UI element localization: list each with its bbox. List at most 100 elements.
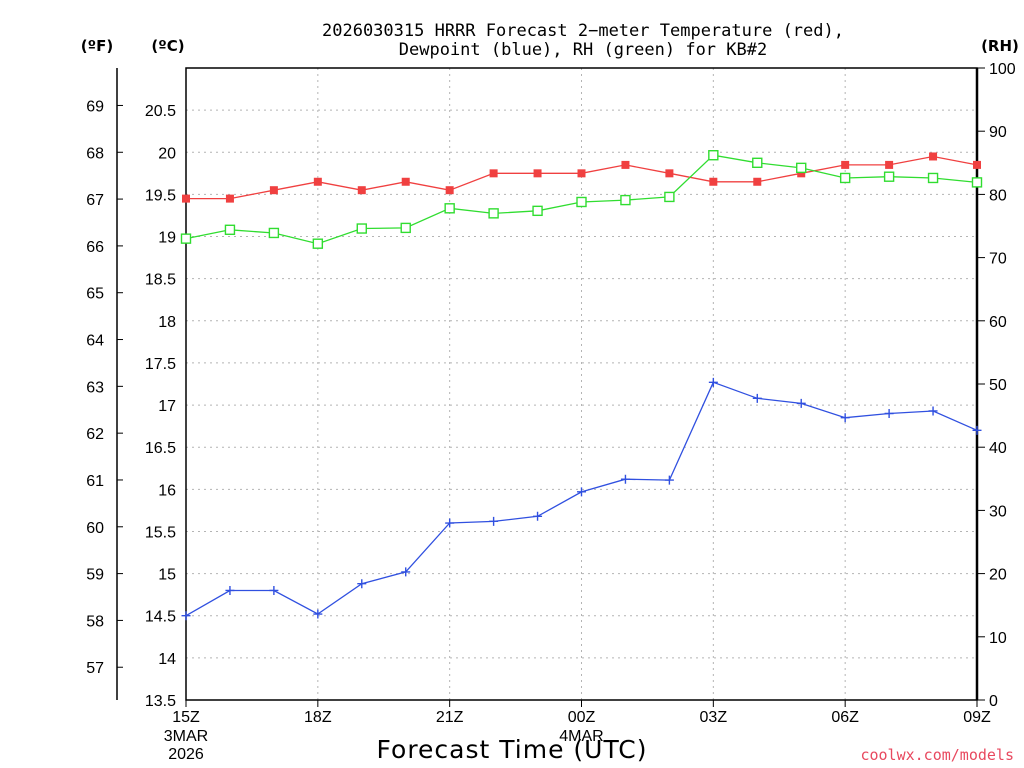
celsius-tick-label: 19	[158, 230, 176, 247]
temperature-point	[269, 186, 278, 195]
temperature-point	[225, 194, 234, 203]
fahrenheit-tick-label: 60	[86, 520, 104, 537]
dewpoint-point	[708, 377, 718, 387]
rh-point	[927, 172, 939, 184]
temperature-point	[313, 177, 322, 186]
fahrenheit-tick-label: 58	[86, 613, 104, 630]
rh-point	[532, 205, 543, 217]
rh-tick-label: 50	[989, 377, 1007, 394]
celsius-tick-label: 20	[158, 145, 176, 162]
celsius-tick-label: 16	[158, 482, 176, 499]
dewpoint-point	[313, 609, 323, 619]
plot-frame	[185, 67, 978, 701]
rh-tick-label: 30	[989, 503, 1007, 520]
celsius-axis: 13.5 14 14.5 15 15.5 16 16.5 17 17.5 18 18.5 19 19.5…	[145, 103, 176, 710]
rh-tick-label: 10	[989, 630, 1007, 647]
rh-point	[664, 191, 675, 203]
celsius-tick-label: 14	[158, 651, 176, 668]
fahrenheit-unit-label: (ºF)	[81, 37, 113, 55]
celsius-tick-label: 19.5	[145, 187, 176, 204]
rh-point	[356, 223, 367, 234]
celsius-tick-label: 15.5	[145, 524, 176, 541]
x-tick-label: 21Z	[436, 709, 464, 726]
fahrenheit-tick-label: 68	[86, 145, 104, 162]
rh-point	[268, 227, 280, 239]
temperature-point	[797, 169, 806, 178]
fahrenheit-tick-label: 66	[86, 239, 104, 256]
x-tick-label: 00Z	[568, 709, 596, 726]
dewpoint-point	[269, 585, 279, 595]
rh-tick-label: 40	[989, 440, 1007, 457]
x-tick-label: 03Z	[700, 709, 728, 726]
rh-tick-label: 60	[989, 314, 1007, 331]
celsius-tick-label: 18	[158, 314, 176, 331]
temperature-point	[489, 169, 498, 178]
fahrenheit-tick-label: 62	[86, 426, 104, 443]
rh-point	[312, 238, 324, 249]
temperature-point	[709, 177, 718, 186]
dewpoint-point	[928, 406, 938, 416]
x-tick-label: 09Z	[963, 709, 991, 726]
celsius-tick-label: 15	[158, 567, 176, 584]
temperature-point	[973, 160, 981, 169]
rh-tick-label: 90	[989, 124, 1007, 141]
rh-point	[488, 208, 499, 219]
rh-point	[752, 157, 763, 169]
fahrenheit-tick-label: 67	[86, 192, 104, 209]
dewpoint-point	[225, 585, 235, 595]
rh-point	[224, 224, 236, 235]
fahrenheit-tick-label: 65	[86, 286, 104, 303]
x-axis-label: Forecast Time (UTC)	[377, 735, 648, 764]
x-tick-year: 2026	[168, 746, 204, 763]
fahrenheit-tick-label: 69	[86, 98, 104, 115]
x-tick-label: 18Z	[304, 709, 332, 726]
celsius-tick-label: 18.5	[145, 272, 176, 289]
dewpoint-point	[577, 487, 586, 497]
celsius-unit-label: (ºC)	[151, 37, 184, 55]
temperature-point	[357, 186, 366, 195]
dewpoint-point	[401, 567, 411, 577]
x-tick-label: 15Z	[172, 709, 200, 726]
celsius-tick-label: 14.5	[145, 609, 176, 626]
temperature-point	[182, 194, 190, 203]
dewpoint-point	[489, 516, 499, 526]
rh-tick-label: 80	[989, 187, 1007, 204]
rh-point	[839, 172, 851, 184]
fahrenheit-tick-label: 59	[86, 567, 104, 584]
rh-axis: 0 10 20 30 40 50 60 70 80 90 100	[977, 61, 1016, 710]
x-tick-date: 3MAR	[164, 728, 208, 745]
dewpoint-point	[664, 475, 674, 485]
rh-point	[620, 194, 631, 206]
credit-text: coolwx.com/models	[860, 746, 1014, 764]
dewpoint-point	[884, 408, 894, 418]
x-tick-date: 4MAR	[559, 728, 603, 745]
temperature-point	[929, 152, 938, 161]
temperature-point	[577, 169, 586, 178]
fahrenheit-tick-label: 61	[86, 473, 104, 490]
rh-tick-label: 0	[989, 693, 998, 710]
celsius-tick-label: 17	[158, 398, 176, 415]
dewpoint-point	[620, 474, 630, 484]
fahrenheit-tick-label: 63	[86, 379, 104, 396]
dewpoint-point	[972, 425, 982, 435]
rh-point	[883, 171, 895, 182]
dewpoint-point	[840, 413, 850, 423]
temperature-point	[841, 160, 850, 169]
rh-point	[708, 150, 719, 161]
dewpoint-point	[445, 518, 455, 528]
rh-tick-label: 20	[989, 567, 1007, 584]
rh-unit-label: (RH)	[981, 37, 1019, 55]
celsius-tick-label: 13.5	[145, 693, 176, 710]
dewpoint-point	[533, 511, 543, 521]
celsius-tick-label: 17.5	[145, 356, 176, 373]
chart-subtitle: Dewpoint (blue), RH (green) for KB#2	[399, 40, 767, 60]
fahrenheit-axis: 57 58 59 60 61 62 63 64 65 66 67 68 69	[86, 98, 123, 677]
fahrenheit-tick-label: 57	[86, 660, 104, 677]
x-tick-label: 06Z	[831, 709, 859, 726]
rh-point	[444, 203, 455, 214]
celsius-tick-label: 16.5	[145, 440, 176, 457]
celsius-tick-label: 20.5	[145, 103, 176, 120]
temperature-point	[885, 160, 894, 169]
